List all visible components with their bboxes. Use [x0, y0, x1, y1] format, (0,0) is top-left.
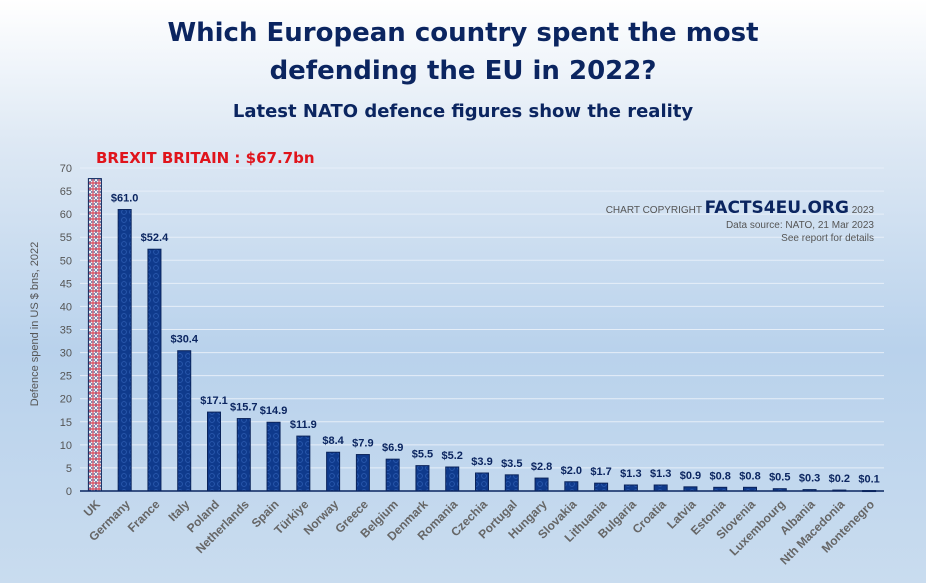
bar-slovakia: [564, 481, 579, 492]
y-tick-label: 5: [66, 463, 72, 475]
bar-france: [147, 248, 162, 492]
data-label: $8.4: [322, 435, 344, 447]
data-label: $52.4: [141, 232, 169, 244]
bar-belgium: [385, 458, 400, 492]
y-tick-label: 20: [60, 394, 72, 406]
y-tick-label: 45: [60, 278, 72, 290]
y-tick-label: 30: [60, 348, 72, 360]
data-label: $15.7: [230, 402, 258, 414]
bar-uk: [87, 178, 102, 492]
data-label: $30.4: [170, 334, 198, 346]
data-label: $0.1: [858, 474, 879, 486]
data-label: $0.9: [680, 470, 701, 482]
data-label: $14.9: [260, 405, 288, 417]
bar-bulgaria: [623, 484, 638, 492]
data-source: Data source: NATO, 21 Mar 2023: [725, 220, 874, 231]
y-tick-label: 0: [66, 486, 72, 498]
bar-portugal: [504, 474, 519, 492]
bar-germany: [117, 209, 132, 492]
data-label: $0.8: [710, 470, 731, 482]
bar-t-rkiye: [296, 435, 311, 492]
data-label: $0.2: [829, 473, 850, 485]
bar-greece: [355, 454, 370, 492]
bar-romania: [445, 466, 460, 492]
copyright-prefix: CHART COPYRIGHT: [605, 205, 702, 216]
chart-title-line2: defending the EU in 2022?: [269, 56, 657, 86]
y-tick-label: 10: [60, 440, 72, 452]
bar-denmark: [415, 465, 430, 492]
bar-croatia: [653, 484, 668, 492]
brand-name: FACTS4EU.ORG: [704, 198, 849, 218]
data-label: $2.0: [561, 465, 582, 477]
chart-subtitle: Latest NATO defence figures show the rea…: [232, 101, 694, 122]
y-axis-label: Defence spend in US $ bns, 2022: [29, 242, 41, 407]
data-label: $11.9: [290, 419, 317, 431]
bar-italy: [177, 350, 192, 492]
y-tick-label: 25: [60, 371, 72, 383]
data-label: $0.3: [799, 473, 820, 485]
y-tick-label: 35: [60, 325, 72, 337]
bar-hungary: [534, 477, 549, 492]
x-tick-label: Croatia: [630, 497, 669, 536]
bar-netherlands: [236, 418, 251, 492]
copyright-year: 2023: [851, 205, 874, 216]
report-note: See report for details: [781, 233, 874, 244]
data-label: $5.5: [412, 449, 433, 461]
y-tick-label: 60: [60, 209, 72, 221]
data-label: $0.8: [739, 470, 760, 482]
bar-norway: [326, 451, 341, 492]
data-label: $7.9: [352, 438, 373, 450]
data-label: $1.3: [620, 468, 641, 480]
x-tick-label: France: [125, 497, 163, 535]
y-tick-label: 55: [60, 232, 72, 244]
bars: [87, 178, 877, 493]
y-tick-label: 50: [60, 255, 72, 267]
y-tick-label: 70: [60, 163, 72, 175]
y-tick-label: 65: [60, 186, 72, 198]
data-labels: $61.0 $52.4 $30.4 $17.1$15.7 $14.9$11.9 $8.4 $…: [111, 193, 880, 486]
data-label: $2.8: [531, 461, 552, 473]
y-tick-label: 15: [60, 417, 72, 429]
data-label: $3.5: [501, 458, 522, 470]
bar-spain: [266, 421, 281, 492]
data-label: $6.9: [382, 442, 403, 454]
chart-title-line1: Which European country spent the most: [167, 18, 759, 48]
uk-annotation: BREXIT BRITAIN : $67.7bn: [96, 149, 315, 167]
bar-poland: [207, 411, 221, 492]
x-tick-label: UK: [81, 497, 103, 519]
bar-czechia: [475, 472, 489, 492]
data-label: $1.3: [650, 468, 671, 480]
chart-copyright: CHART COPYRIGHT FACTS4EU.ORG 2023: [606, 198, 874, 218]
data-label: $3.9: [471, 456, 492, 468]
y-tick-label: 40: [60, 301, 72, 313]
data-label: $61.0: [111, 193, 139, 205]
data-label: $5.2: [442, 450, 463, 462]
gridlines: [80, 167, 884, 469]
data-label: $17.1: [200, 395, 228, 407]
y-axis-ticks: 0 5 10 15 20 25 30 35 40 45 50 55 60 65 70: [60, 163, 72, 498]
bar-lithuania: [594, 482, 609, 492]
data-label: $0.5: [769, 472, 790, 484]
data-label: $1.7: [590, 466, 611, 478]
